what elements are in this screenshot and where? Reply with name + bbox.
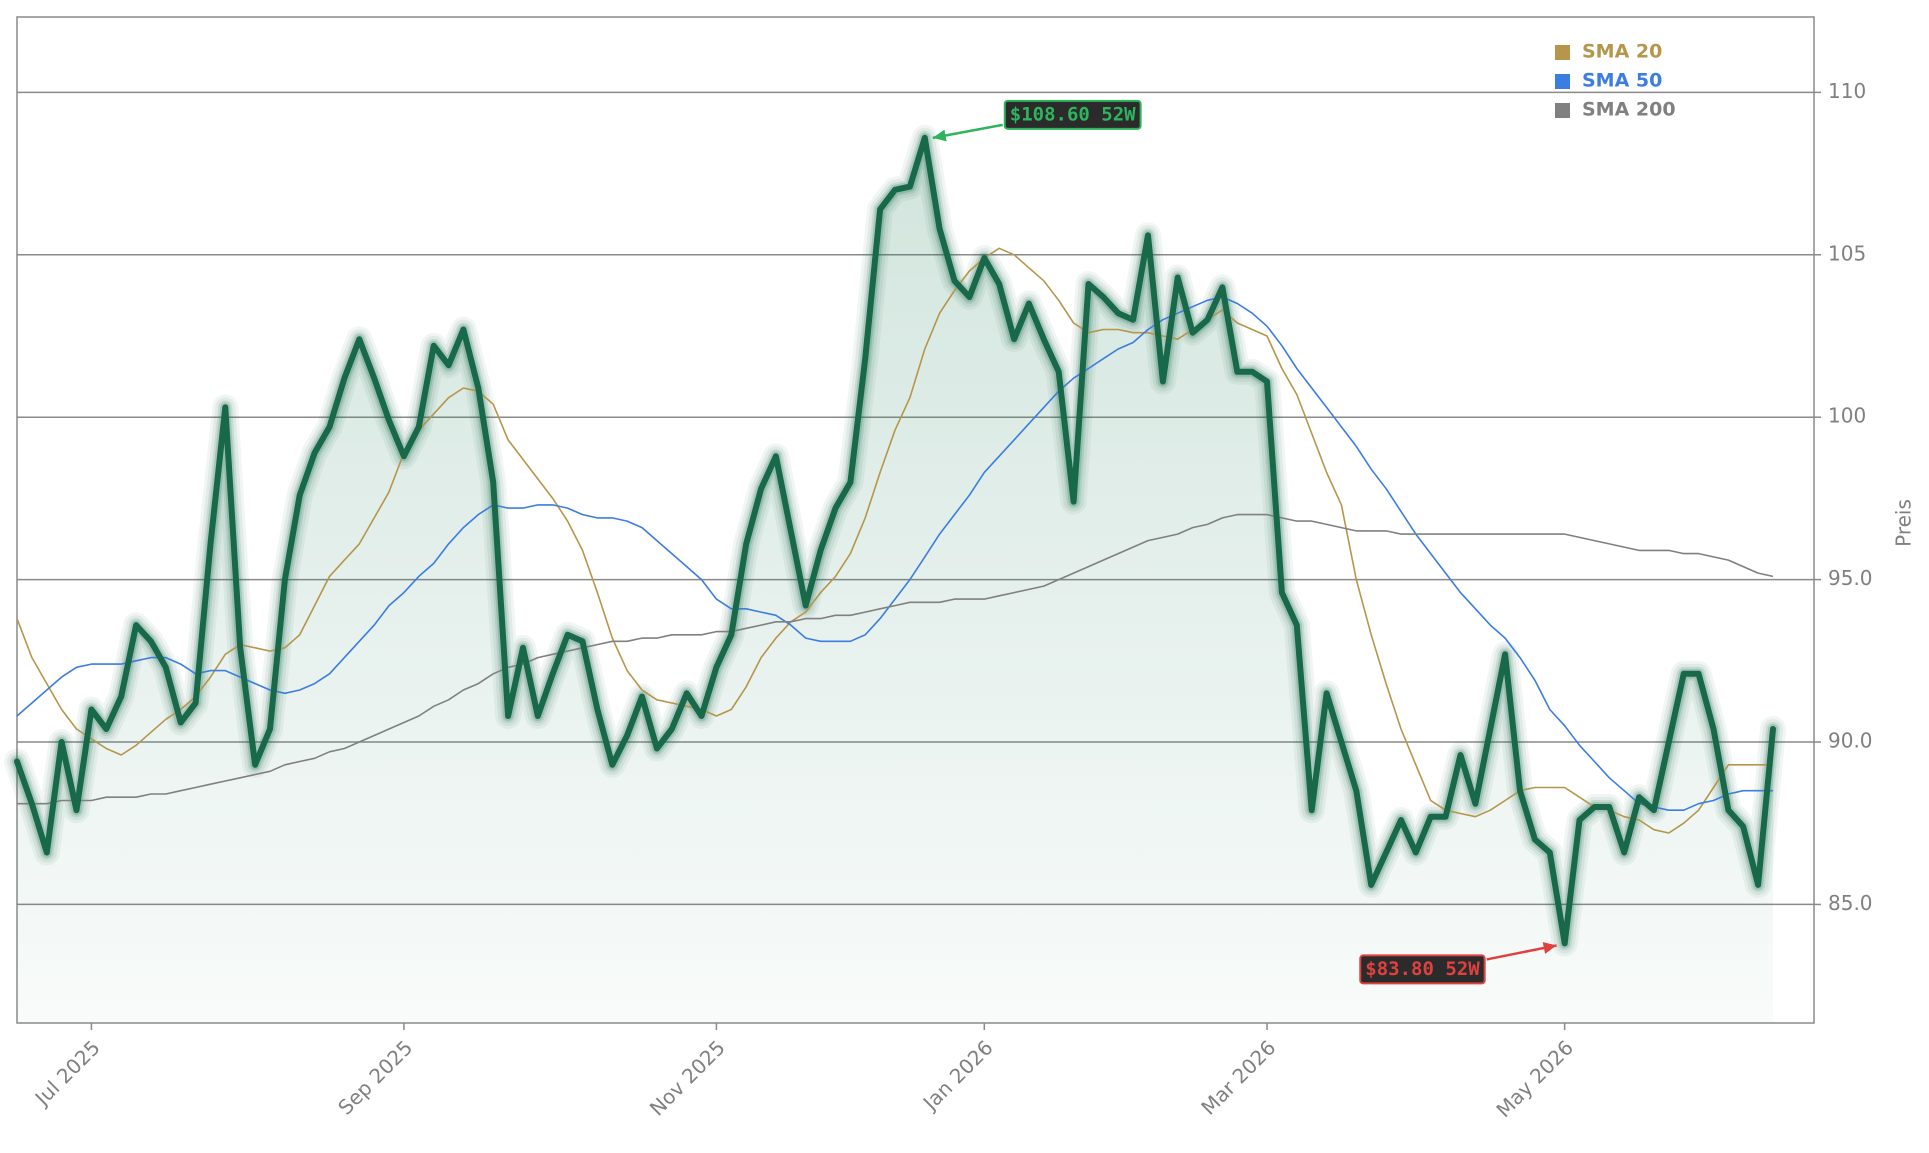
y-axis-label: Preis <box>1892 499 1916 547</box>
x-tick-label: Mar 2026 <box>1196 1035 1280 1119</box>
price-area <box>17 137 1773 1024</box>
sma-line <box>17 513 1774 805</box>
x-tick-label: May 2026 <box>1491 1035 1578 1122</box>
legend-label: SMA 50 <box>1582 70 1662 92</box>
sma-line <box>16 296 1773 811</box>
price-line <box>14 134 1776 947</box>
x-tick-label: Sep 2025 <box>333 1035 417 1119</box>
annotation-label: $83.80 52W <box>1365 958 1480 980</box>
x-tick-label: Nov 2025 <box>645 1035 730 1120</box>
y-tick-label: 110 <box>1828 79 1866 103</box>
y-tick-label: 85.0 <box>1828 891 1873 915</box>
annotation-arrowhead <box>932 129 947 142</box>
y-tick-label: 100 <box>1828 404 1866 428</box>
y-tick-label: 95.0 <box>1828 566 1873 590</box>
legend-label: SMA 200 <box>1582 99 1676 121</box>
legend-swatch <box>1555 45 1570 60</box>
annotation-box <box>1003 99 1142 130</box>
y-tick-label: 90.0 <box>1828 729 1873 753</box>
annotation-arrowhead <box>1542 942 1557 954</box>
legend-label: SMA 20 <box>1582 41 1662 63</box>
annotation: $83.80 52W <box>1359 942 1557 985</box>
legend-swatch <box>1555 74 1570 89</box>
annotation: $108.60 52W <box>932 99 1142 142</box>
annotation-box <box>1359 954 1486 985</box>
legend-swatch <box>1555 103 1570 118</box>
annotation-label: $108.60 52W <box>1010 103 1136 125</box>
x-tick-label: Jan 2026 <box>917 1035 998 1116</box>
y-tick-label: 105 <box>1828 241 1866 265</box>
sma-line <box>16 247 1773 834</box>
x-tick-label: Jul 2025 <box>29 1035 105 1111</box>
